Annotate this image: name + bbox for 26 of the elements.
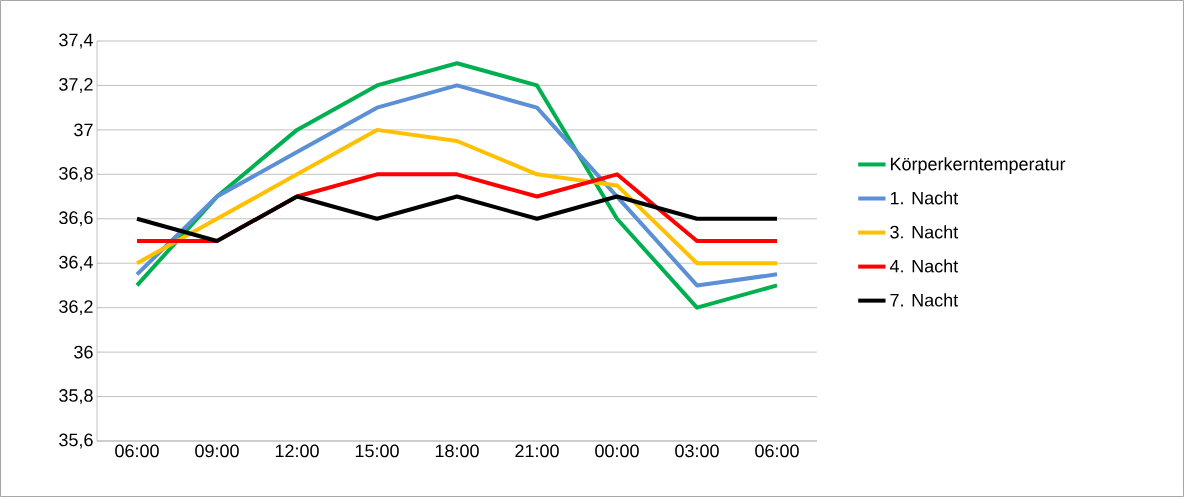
y-tick-label: 37,2 bbox=[59, 78, 93, 93]
y-tick-label: 37,4 bbox=[59, 33, 93, 49]
y-tick-label: 36,8 bbox=[59, 166, 93, 182]
legend-label: 4. Nacht bbox=[889, 259, 959, 273]
y-tick-label: 36,4 bbox=[59, 255, 93, 271]
x-tick-label: 21:00 bbox=[515, 444, 559, 458]
legend-label: 3. Nacht bbox=[890, 225, 959, 239]
y-tick-label: 35,6 bbox=[59, 433, 93, 449]
y-tick-label: 36,6 bbox=[59, 211, 93, 227]
x-tick-label: 09:00 bbox=[195, 444, 239, 458]
legend-label: Körperkerntemperatur bbox=[890, 157, 1066, 174]
x-tick-label: 03:00 bbox=[675, 444, 719, 458]
y-tick-label: 36,2 bbox=[59, 300, 93, 316]
y-tick-label: 37 bbox=[74, 123, 93, 137]
x-tick-label: 06:00 bbox=[115, 444, 159, 458]
line-series bbox=[135, 127, 779, 266]
x-tick-label: 12:00 bbox=[275, 444, 319, 458]
y-tick-label: 36 bbox=[74, 345, 93, 359]
x-tick-label: 06:00 bbox=[755, 444, 799, 458]
line-series bbox=[135, 83, 779, 288]
y-tick-label: 35,8 bbox=[59, 389, 93, 404]
legend-label: 7. Nacht bbox=[890, 293, 959, 307]
legend-label: 1. Nacht bbox=[890, 191, 959, 205]
x-tick-label: 15:00 bbox=[355, 444, 399, 458]
x-tick-label: 18:00 bbox=[435, 444, 479, 458]
x-tick-label: 00:00 bbox=[595, 444, 639, 458]
